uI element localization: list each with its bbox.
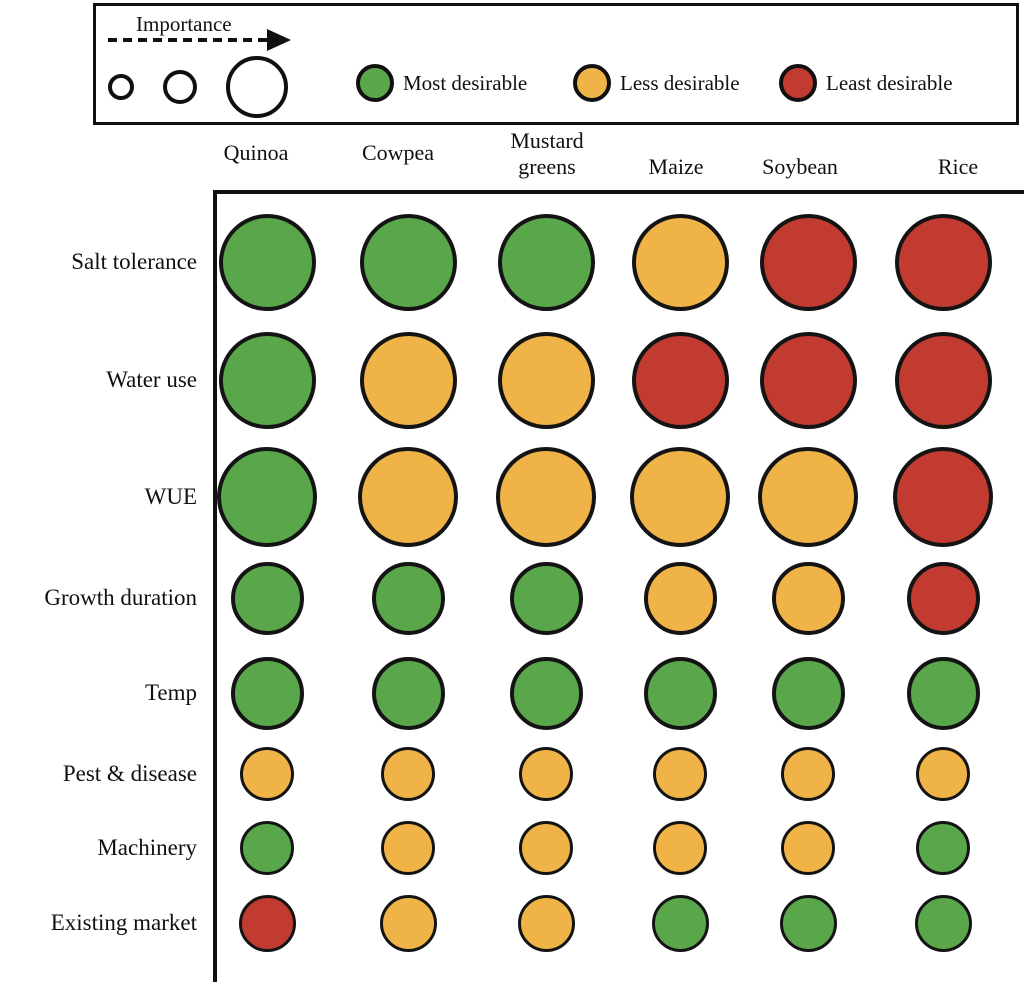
arrow-head-icon (267, 29, 291, 51)
legend-item-less-desirable: Less desirable (573, 63, 740, 103)
bubble-temp-rice (906, 656, 980, 730)
importance-size-scale (108, 54, 288, 120)
bubble-water-use-soybean (759, 331, 857, 429)
bubble-salt-tolerance-maize (631, 213, 729, 311)
bubble-wue-rice (893, 447, 993, 547)
bubble-pest-disease-mustard-greens (519, 747, 573, 801)
row-label-growth-duration: Growth duration (44, 585, 197, 610)
bubble-salt-tolerance-mustard-greens (497, 213, 595, 311)
importance-size-circle-1-icon (108, 74, 134, 100)
bubble-pest-disease-rice (916, 747, 970, 801)
axis-left-line (213, 190, 217, 982)
legend-item-label: Least desirable (826, 70, 953, 95)
column-header-rice: Rice (937, 154, 979, 179)
bubble-water-use-cowpea (359, 331, 457, 429)
bubble-existing-market-maize (651, 894, 709, 952)
bubble-water-use-maize (631, 331, 729, 429)
importance-size-circle-3-icon (226, 56, 288, 118)
bubble-existing-market-cowpea (379, 894, 437, 952)
row-label-salt-tolerance: Salt tolerance (71, 249, 197, 274)
column-header-cowpea: Cowpea (361, 140, 435, 165)
bubble-pest-disease-quinoa (240, 747, 294, 801)
bubble-salt-tolerance-rice (894, 213, 992, 311)
legend-item-label: Less desirable (620, 70, 740, 95)
bubble-pest-disease-cowpea (381, 747, 435, 801)
bubble-machinery-maize (653, 821, 707, 875)
importance-size-circle-2-icon (163, 70, 197, 104)
bubble-temp-mustard-greens (509, 656, 583, 730)
bubble-wue-mustard-greens (496, 447, 596, 547)
row-label-water-use: Water use (106, 367, 197, 392)
column-header-quinoa: Quinoa (223, 140, 289, 165)
axis-top-line (213, 190, 1024, 194)
column-header-soybean: Soybean (762, 154, 838, 179)
bubble-temp-maize (643, 656, 717, 730)
bubble-machinery-rice (916, 821, 970, 875)
less-desirable-swatch-icon (573, 64, 611, 102)
bubble-temp-quinoa (230, 656, 304, 730)
column-header-maize: Maize (648, 154, 704, 179)
bubble-wue-quinoa (217, 447, 317, 547)
row-label-existing-market: Existing market (50, 910, 197, 935)
bubble-machinery-cowpea (381, 821, 435, 875)
legend-box: Importance Most desirable Less desirable L… (93, 3, 1019, 125)
bubble-pest-disease-maize (653, 747, 707, 801)
bubble-water-use-quinoa (218, 331, 316, 429)
bubble-temp-cowpea (371, 656, 445, 730)
bubble-machinery-soybean (781, 821, 835, 875)
legend-item-most-desirable: Most desirable (356, 63, 527, 103)
most-desirable-swatch-icon (356, 64, 394, 102)
bubble-growth-duration-cowpea (371, 561, 445, 635)
row-label-pest-disease: Pest & disease (62, 761, 197, 786)
bubble-growth-duration-maize (643, 561, 717, 635)
bubble-water-use-mustard-greens (497, 331, 595, 429)
bubble-machinery-mustard-greens (519, 821, 573, 875)
bubble-existing-market-mustard-greens (517, 894, 575, 952)
dashed-right-arrow-icon (108, 38, 267, 42)
bubble-wue-cowpea (358, 447, 458, 547)
row-label-temp: Temp (144, 680, 197, 705)
bubble-salt-tolerance-cowpea (359, 213, 457, 311)
bubble-growth-duration-mustard-greens (509, 561, 583, 635)
legend-item-least-desirable: Least desirable (779, 63, 953, 103)
row-label-wue: WUE (144, 484, 197, 509)
bubble-growth-duration-quinoa (230, 561, 304, 635)
bubble-growth-duration-rice (906, 561, 980, 635)
importance-label: Importance (136, 12, 232, 36)
bubble-water-use-rice (894, 331, 992, 429)
bubble-salt-tolerance-soybean (759, 213, 857, 311)
bubble-salt-tolerance-quinoa (218, 213, 316, 311)
bubble-existing-market-quinoa (238, 894, 296, 952)
bubble-wue-maize (630, 447, 730, 547)
bubble-wue-soybean (758, 447, 858, 547)
bubble-pest-disease-soybean (781, 747, 835, 801)
least-desirable-swatch-icon (779, 64, 817, 102)
bubble-existing-market-soybean (779, 894, 837, 952)
bubble-growth-duration-soybean (771, 561, 845, 635)
column-header-mustard-greens: Mustard greens (510, 128, 584, 179)
bubble-machinery-quinoa (240, 821, 294, 875)
bubble-existing-market-rice (914, 894, 972, 952)
row-label-machinery: Machinery (97, 835, 197, 860)
legend-item-label: Most desirable (403, 70, 528, 95)
bubble-temp-soybean (771, 656, 845, 730)
